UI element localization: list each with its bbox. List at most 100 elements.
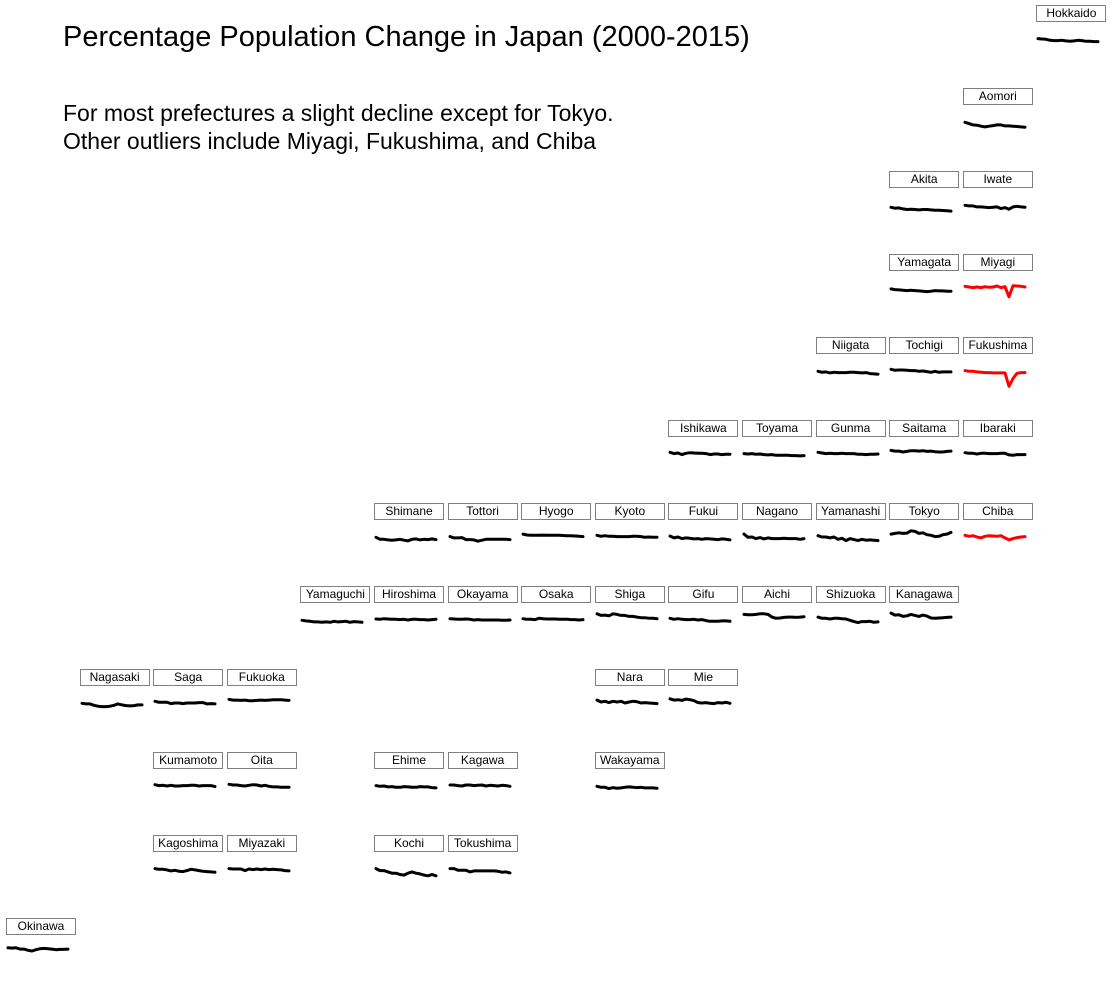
sparkline-area	[374, 784, 438, 790]
tile-kochi: Kochi	[374, 835, 444, 897]
tile-label: Ibaraki	[962, 420, 1033, 437]
sparkline-area	[889, 448, 953, 454]
tile-label: Tokyo	[889, 503, 960, 520]
sparkline-area	[448, 783, 512, 788]
sparkline-ibaraki	[963, 451, 1027, 457]
sparkline-area	[816, 534, 880, 543]
sparkline-area	[889, 287, 953, 294]
tile-kumamoto: Kumamoto	[153, 752, 224, 814]
tile-fukui: Fukui	[668, 503, 739, 565]
tile-gifu: Gifu	[668, 586, 739, 648]
sparkline-tochigi	[889, 367, 953, 374]
tile-mie: Mie	[668, 669, 739, 731]
tile-okayama: Okayama	[447, 586, 518, 648]
sparkline-area	[1036, 37, 1100, 44]
tile-label: Kagawa	[447, 752, 518, 769]
tile-hiroshima: Hiroshima	[374, 586, 444, 648]
tile-label: Osaka	[521, 586, 592, 603]
tile-shimane: Shimane	[374, 503, 444, 565]
sparkline-miyazaki	[227, 867, 291, 873]
tile-label: Miyazaki	[226, 835, 297, 852]
tile-label: Shiga	[594, 586, 665, 603]
tile-label: Hokkaido	[1036, 5, 1107, 22]
sparkline-gifu	[668, 616, 732, 623]
tile-fukushima: Fukushima	[962, 337, 1033, 399]
tile-label: Niigata	[815, 337, 886, 354]
sparkline-nara	[595, 698, 659, 706]
tile-shiga: Shiga	[594, 586, 665, 648]
tile-label: Ishikawa	[668, 420, 739, 437]
sparkline-saga	[153, 699, 217, 706]
tile-aichi: Aichi	[742, 586, 812, 648]
tile-osaka: Osaka	[521, 586, 592, 648]
tile-label: Chiba	[962, 503, 1033, 520]
sparkline-fukuoka	[227, 697, 291, 703]
sparkline-oita	[227, 782, 291, 789]
sparkline-area	[595, 533, 659, 539]
sparkline-tottori	[448, 535, 512, 543]
tile-hokkaido: Hokkaido	[1036, 5, 1107, 67]
tile-label: Ehime	[374, 752, 444, 769]
tile-yamanashi: Yamanashi	[815, 503, 886, 565]
sparkline-saitama	[889, 448, 953, 454]
sparkline-kanagawa	[889, 611, 953, 620]
sparkline-okayama	[448, 617, 512, 622]
sparkline-ishikawa	[668, 450, 732, 457]
sparkline-akita	[889, 205, 953, 213]
sparkline-area	[227, 867, 291, 873]
tile-akita: Akita	[889, 171, 960, 233]
tile-kanagawa: Kanagawa	[889, 586, 960, 648]
sparkline-toyama	[742, 452, 806, 458]
tile-label: Tochigi	[889, 337, 960, 354]
sparkline-aomori	[963, 120, 1027, 129]
tile-label: Yamanashi	[815, 503, 886, 520]
sparkline-area	[374, 617, 438, 622]
tile-label: Mie	[668, 669, 739, 686]
sparkline-miyagi	[963, 284, 1027, 299]
tile-saitama: Saitama	[889, 420, 960, 482]
sparkline-area	[668, 534, 732, 542]
sparkline-area	[595, 698, 659, 706]
tile-tokushima: Tokushima	[447, 835, 518, 897]
sparkline-area	[448, 867, 512, 875]
tile-label: Yamagata	[889, 254, 960, 271]
sparkline-area	[668, 450, 732, 457]
sparkline-area	[963, 369, 1027, 388]
sparkline-area	[153, 867, 217, 874]
tile-nagano: Nagano	[742, 503, 812, 565]
sparkline-ehime	[374, 784, 438, 790]
sparkline-area	[153, 699, 217, 706]
sparkline-area	[448, 617, 512, 622]
tile-label: Kyoto	[594, 503, 665, 520]
tile-nagasaki: Nagasaki	[79, 669, 150, 731]
sparkline-area	[742, 532, 806, 541]
sparkline-area	[889, 611, 953, 620]
sparkline-area	[374, 867, 438, 878]
sparkline-area	[889, 529, 953, 539]
sparkline-area	[595, 612, 659, 621]
sparkline-iwate	[963, 203, 1027, 211]
tile-label: Gunma	[815, 420, 886, 437]
sparkline-area	[227, 697, 291, 703]
tile-label: Nagasaki	[79, 669, 150, 686]
sparkline-shimane	[374, 535, 438, 543]
sparkline-tokyo	[889, 529, 953, 539]
sparkline-area	[374, 535, 438, 543]
tile-label: Kochi	[374, 835, 444, 852]
sparkline-nagasaki	[80, 701, 144, 709]
tile-ishikawa: Ishikawa	[668, 420, 739, 482]
sparkline-chiba	[963, 533, 1027, 542]
tile-label: Toyama	[742, 420, 812, 437]
tile-label: Hyogo	[521, 503, 592, 520]
tile-gunma: Gunma	[815, 420, 886, 482]
sparkline-area	[668, 616, 732, 623]
tile-chiba: Chiba	[962, 503, 1033, 565]
tile-label: Fukushima	[962, 337, 1033, 354]
tile-label: Fukui	[668, 503, 739, 520]
tile-nara: Nara	[594, 669, 665, 731]
tile-tokyo: Tokyo	[889, 503, 960, 565]
sparkline-fukui	[668, 534, 732, 542]
tile-label: Aomori	[962, 88, 1033, 105]
tile-label: Tokushima	[447, 835, 518, 852]
sparkline-area	[963, 120, 1027, 129]
